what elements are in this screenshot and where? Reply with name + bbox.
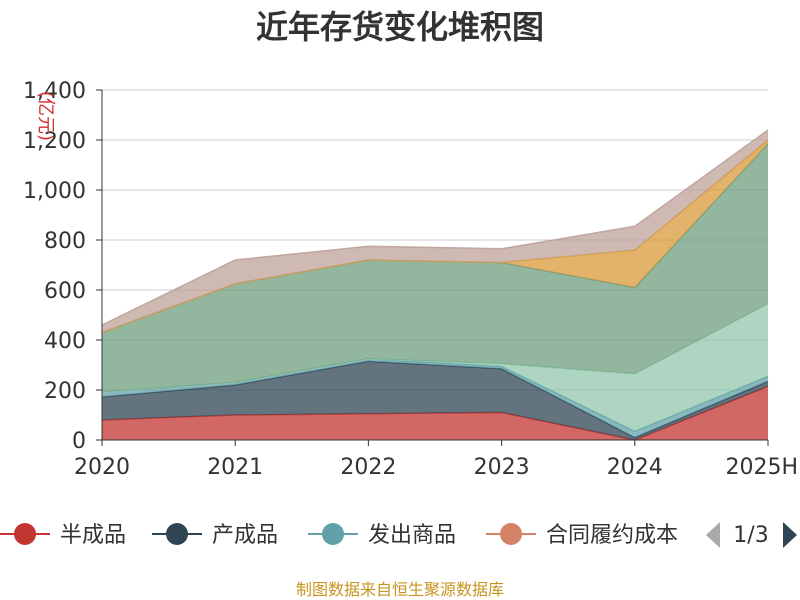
y-tick-label: 600 <box>44 279 86 304</box>
y-tick-label: 400 <box>44 329 86 354</box>
x-tick-label: 2023 <box>474 455 530 480</box>
y-tick-labels: 0 200 400 600 800 1,000 1,200 1,400 <box>23 79 102 454</box>
legend-next-button[interactable] <box>783 522 797 548</box>
legend-label: 产成品 <box>212 523 278 548</box>
area-series-group <box>101 129 769 441</box>
y-tick-label: 1,200 <box>23 129 86 154</box>
legend-page-indicator: 1/3 <box>733 523 768 548</box>
area-series-3 <box>102 303 768 432</box>
legend-item[interactable]: 合同履约成本 <box>486 523 678 548</box>
triangle-left-icon[interactable] <box>706 522 720 548</box>
area-series-2 <box>102 358 768 438</box>
legend-marker-icon <box>322 523 344 545</box>
x-tick-label: 2020 <box>74 455 130 480</box>
axes <box>101 90 768 441</box>
chart-title: 近年存货变化堆积图 <box>256 8 544 46</box>
x-tick-label: 2024 <box>607 455 663 480</box>
y-tick-label: 0 <box>72 429 86 454</box>
x-tick-label: 2021 <box>207 455 263 480</box>
y-tick-label: 800 <box>44 229 86 254</box>
y-unit-label: (亿元) <box>35 91 56 141</box>
x-tick-labels: 2020 2021 2022 2023 2024 2025H <box>74 440 798 480</box>
triangle-right-icon[interactable] <box>783 522 797 548</box>
legend-label: 合同履约成本 <box>546 523 678 548</box>
legend-prev-button[interactable] <box>706 522 720 548</box>
legend-marker-icon <box>500 523 522 545</box>
legend-marker-icon <box>14 523 36 545</box>
x-tick-label: 2022 <box>340 455 396 480</box>
y-tick-label: 1,400 <box>23 79 86 104</box>
area-series-6 <box>102 130 768 333</box>
x-tick-label: 2025H <box>725 455 798 480</box>
legend-item[interactable]: 产成品 <box>152 523 278 548</box>
y-tick-label: 1,000 <box>23 179 86 204</box>
legend-item[interactable]: 发出商品 <box>308 523 456 548</box>
legend-label: 发出商品 <box>368 523 456 548</box>
area-series-line-6 <box>101 129 769 326</box>
legend: 半成品 产成品 发出商品 合同履约成本 <box>0 523 678 548</box>
legend-item[interactable]: 半成品 <box>0 523 126 548</box>
source-note: 制图数据来自恒生聚源数据库 <box>296 580 504 599</box>
area-series-4 <box>102 143 768 392</box>
legend-marker-icon <box>166 523 188 545</box>
legend-label: 半成品 <box>60 523 126 548</box>
y-tick-label: 200 <box>44 379 86 404</box>
